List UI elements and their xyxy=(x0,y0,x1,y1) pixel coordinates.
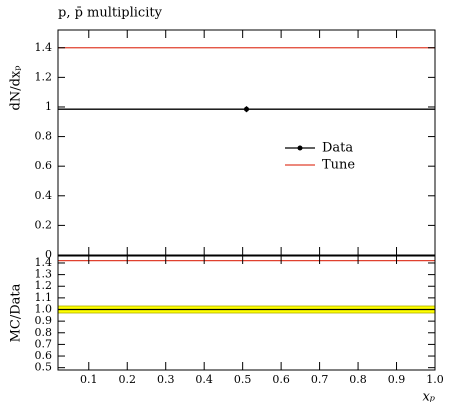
plot-frame xyxy=(57,255,436,371)
y-tick-label: 1.2 xyxy=(35,279,53,292)
y-tick-label: 0.8 xyxy=(35,130,53,143)
legend-marker xyxy=(297,145,303,151)
y-tick-label: 0.4 xyxy=(35,189,53,202)
ratio-y-axis-label: MC/Data xyxy=(9,283,24,342)
y-tick-label: 1.1 xyxy=(35,291,53,304)
x-tick-label: 0.6 xyxy=(272,373,290,386)
data-point xyxy=(244,106,249,112)
y-tick-label: 1.4 xyxy=(35,256,53,269)
y-tick-label: 0.7 xyxy=(35,337,53,350)
y-tick-label: 0.6 xyxy=(35,159,53,172)
y-tick-label: 1.0 xyxy=(35,303,53,316)
x-tick-label: 0.1 xyxy=(80,373,98,386)
x-tick-label: 0.8 xyxy=(349,373,367,386)
y-tick-label: 0 xyxy=(45,248,52,261)
x-tick-label: 1.0 xyxy=(426,373,444,386)
x-tick-label: 0.9 xyxy=(388,373,406,386)
y-tick-label: 0.6 xyxy=(35,349,53,362)
chart-title: p, p̄ multiplicity xyxy=(58,6,163,21)
legend-label: Tune xyxy=(322,158,355,173)
y-tick-label: 1 xyxy=(45,100,52,113)
y-tick-label: 0.9 xyxy=(35,314,53,327)
x-tick-label: 0.2 xyxy=(118,373,136,386)
x-tick-label: 0.3 xyxy=(157,373,175,386)
y-tick-label: 0.8 xyxy=(35,326,53,339)
x-tick-label: 0.5 xyxy=(234,373,252,386)
x-axis-label: xₚ xyxy=(422,390,435,405)
y-tick-label: 1.2 xyxy=(35,70,53,83)
x-tick-label: 0.4 xyxy=(195,373,213,386)
y-tick-label: 0.5 xyxy=(35,361,53,374)
y-tick-label: 0.2 xyxy=(35,218,53,231)
y-tick-label: 1.3 xyxy=(35,268,53,281)
legend-label: Data xyxy=(322,141,353,156)
y-axis-label: dN/dxₚ xyxy=(9,66,24,111)
plot-frame xyxy=(57,29,436,256)
y-tick-label: 1.4 xyxy=(35,41,53,54)
x-tick-label: 0.7 xyxy=(311,373,329,386)
